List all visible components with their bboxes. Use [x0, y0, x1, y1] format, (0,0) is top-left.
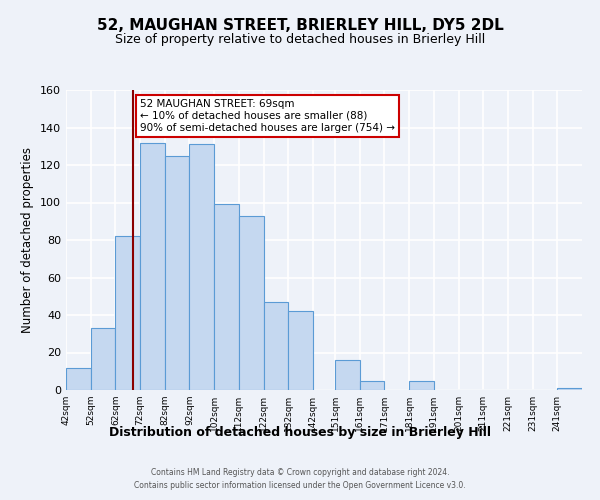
Text: Contains public sector information licensed under the Open Government Licence v3: Contains public sector information licen…	[134, 482, 466, 490]
Text: 52, MAUGHAN STREET, BRIERLEY HILL, DY5 2DL: 52, MAUGHAN STREET, BRIERLEY HILL, DY5 2…	[97, 18, 503, 32]
Y-axis label: Number of detached properties: Number of detached properties	[22, 147, 34, 333]
Bar	[66, 368, 91, 390]
Text: Contains HM Land Registry data © Crown copyright and database right 2024.: Contains HM Land Registry data © Crown c…	[151, 468, 449, 477]
Bar	[91, 328, 115, 390]
Bar	[360, 380, 385, 390]
Bar	[190, 144, 214, 390]
Bar	[335, 360, 360, 390]
Bar	[165, 156, 190, 390]
Bar	[115, 236, 140, 390]
Bar	[239, 216, 263, 390]
Bar	[140, 142, 165, 390]
Text: Size of property relative to detached houses in Brierley Hill: Size of property relative to detached ho…	[115, 32, 485, 46]
Bar	[557, 388, 582, 390]
Bar	[214, 204, 239, 390]
Text: 52 MAUGHAN STREET: 69sqm
← 10% of detached houses are smaller (88)
90% of semi-d: 52 MAUGHAN STREET: 69sqm ← 10% of detach…	[140, 100, 395, 132]
Bar	[409, 380, 434, 390]
Text: Distribution of detached houses by size in Brierley Hill: Distribution of detached houses by size …	[109, 426, 491, 439]
Bar	[288, 311, 313, 390]
Bar	[263, 302, 288, 390]
